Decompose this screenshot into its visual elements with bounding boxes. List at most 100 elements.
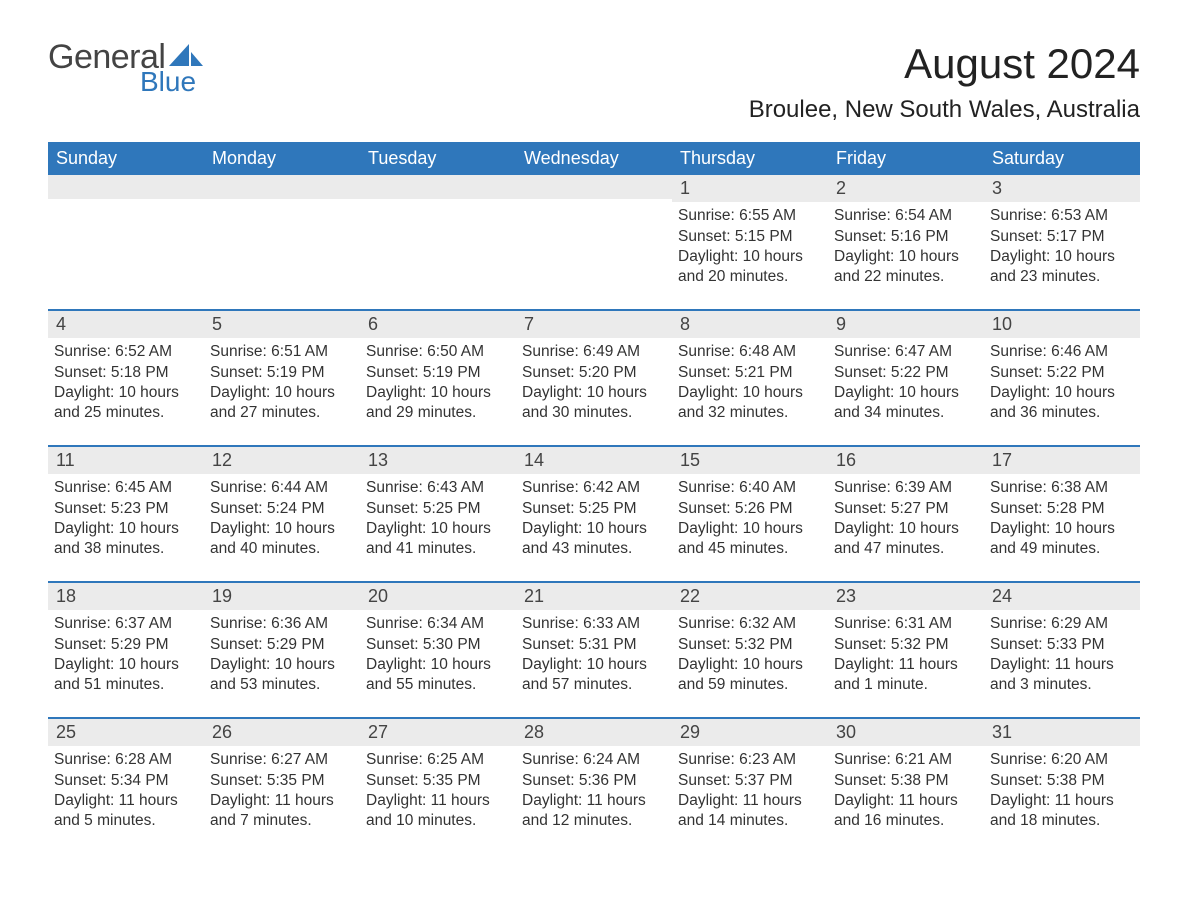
day-details: Sunrise: 6:36 AMSunset: 5:29 PMDaylight:… bbox=[210, 614, 354, 695]
sunset-text: Sunset: 5:27 PM bbox=[834, 499, 978, 519]
daylight-text: Daylight: 10 hours and 30 minutes. bbox=[522, 383, 666, 423]
sunrise-text: Sunrise: 6:45 AM bbox=[54, 478, 198, 498]
day-number: 4 bbox=[48, 311, 204, 338]
week-row: 1Sunrise: 6:55 AMSunset: 5:15 PMDaylight… bbox=[48, 175, 1140, 295]
day-cell: 31 Sunrise: 6:20 AMSunset: 5:38 PMDayligh… bbox=[984, 719, 1140, 839]
sunrise-text: Sunrise: 6:23 AM bbox=[678, 750, 822, 770]
daylight-text: Daylight: 10 hours and 51 minutes. bbox=[54, 655, 198, 695]
daylight-text: Daylight: 10 hours and 53 minutes. bbox=[210, 655, 354, 695]
daylight-text: Daylight: 10 hours and 27 minutes. bbox=[210, 383, 354, 423]
sunset-text: Sunset: 5:35 PM bbox=[366, 771, 510, 791]
day-cell: 7 Sunrise: 6:49 AMSunset: 5:20 PMDaylight… bbox=[516, 311, 672, 431]
day-details: Sunrise: 6:20 AMSunset: 5:38 PMDaylight:… bbox=[990, 750, 1134, 831]
day-details: Sunrise: 6:55 AMSunset: 5:15 PMDaylight:… bbox=[678, 206, 822, 287]
day-cell: 25Sunrise: 6:28 AMSunset: 5:34 PMDayligh… bbox=[48, 719, 204, 839]
logo-text-blue: Blue bbox=[140, 68, 196, 96]
day-number: 12 bbox=[204, 447, 360, 474]
day-cell: 3Sunrise: 6:53 AMSunset: 5:17 PMDaylight… bbox=[984, 175, 1140, 295]
logo: General Blue bbox=[48, 40, 203, 96]
month-title: August 2024 bbox=[749, 40, 1140, 88]
sunrise-text: Sunrise: 6:52 AM bbox=[54, 342, 198, 362]
day-cell: 22Sunrise: 6:32 AMSunset: 5:32 PMDayligh… bbox=[672, 583, 828, 703]
daylight-text: Daylight: 11 hours and 1 minute. bbox=[834, 655, 978, 695]
sunrise-text: Sunrise: 6:39 AM bbox=[834, 478, 978, 498]
day-number: 16 bbox=[828, 447, 984, 474]
day-details: Sunrise: 6:34 AMSunset: 5:30 PMDaylight:… bbox=[366, 614, 510, 695]
day-details: Sunrise: 6:50 AMSunset: 5:19 PMDaylight:… bbox=[366, 342, 510, 423]
day-cell: 10Sunrise: 6:46 AMSunset: 5:22 PMDayligh… bbox=[984, 311, 1140, 431]
day-cell bbox=[204, 175, 360, 295]
daylight-text: Daylight: 10 hours and 55 minutes. bbox=[366, 655, 510, 695]
day-number: 2 bbox=[828, 175, 984, 202]
sunrise-text: Sunrise: 6:51 AM bbox=[210, 342, 354, 362]
day-cell: 2Sunrise: 6:54 AMSunset: 5:16 PMDaylight… bbox=[828, 175, 984, 295]
day-details: Sunrise: 6:48 AMSunset: 5:21 PMDaylight:… bbox=[678, 342, 822, 423]
sunrise-text: Sunrise: 6:31 AM bbox=[834, 614, 978, 634]
day-number: 31 bbox=[984, 719, 1140, 746]
day-number: 23 bbox=[828, 583, 984, 610]
day-cell bbox=[48, 175, 204, 295]
sunset-text: Sunset: 5:32 PM bbox=[678, 635, 822, 655]
day-details: Sunrise: 6:32 AMSunset: 5:32 PMDaylight:… bbox=[678, 614, 822, 695]
day-number: 13 bbox=[360, 447, 516, 474]
sunset-text: Sunset: 5:38 PM bbox=[990, 771, 1134, 791]
day-cell: 16 Sunrise: 6:39 AMSunset: 5:27 PMDayligh… bbox=[828, 447, 984, 567]
sunset-text: Sunset: 5:16 PM bbox=[834, 227, 978, 247]
weekday-header: Saturday bbox=[984, 142, 1140, 175]
day-details: Sunrise: 6:23 AMSunset: 5:37 PMDaylight:… bbox=[678, 750, 822, 831]
day-number: 9 bbox=[828, 311, 984, 338]
daylight-text: Daylight: 10 hours and 36 minutes. bbox=[990, 383, 1134, 423]
daylight-text: Daylight: 10 hours and 20 minutes. bbox=[678, 247, 822, 287]
day-cell: 1Sunrise: 6:55 AMSunset: 5:15 PMDaylight… bbox=[672, 175, 828, 295]
day-number: 24 bbox=[984, 583, 1140, 610]
day-details: Sunrise: 6:53 AMSunset: 5:17 PMDaylight:… bbox=[990, 206, 1134, 287]
week-row: 4 Sunrise: 6:52 AMSunset: 5:18 PMDaylight… bbox=[48, 309, 1140, 431]
sunrise-text: Sunrise: 6:20 AM bbox=[990, 750, 1134, 770]
sunrise-text: Sunrise: 6:55 AM bbox=[678, 206, 822, 226]
sunrise-text: Sunrise: 6:24 AM bbox=[522, 750, 666, 770]
weeks-container: 1Sunrise: 6:55 AMSunset: 5:15 PMDaylight… bbox=[48, 175, 1140, 839]
day-details: Sunrise: 6:29 AMSunset: 5:33 PMDaylight:… bbox=[990, 614, 1134, 695]
day-number: 20 bbox=[360, 583, 516, 610]
sunrise-text: Sunrise: 6:36 AM bbox=[210, 614, 354, 634]
day-cell: 12Sunrise: 6:44 AMSunset: 5:24 PMDayligh… bbox=[204, 447, 360, 567]
calendar: SundayMondayTuesdayWednesdayThursdayFrid… bbox=[48, 142, 1140, 839]
day-details: Sunrise: 6:37 AMSunset: 5:29 PMDaylight:… bbox=[54, 614, 198, 695]
day-cell: 24 Sunrise: 6:29 AMSunset: 5:33 PMDayligh… bbox=[984, 583, 1140, 703]
daylight-text: Daylight: 11 hours and 12 minutes. bbox=[522, 791, 666, 831]
sunrise-text: Sunrise: 6:54 AM bbox=[834, 206, 978, 226]
day-number: 7 bbox=[516, 311, 672, 338]
daylight-text: Daylight: 10 hours and 59 minutes. bbox=[678, 655, 822, 695]
sunrise-text: Sunrise: 6:46 AM bbox=[990, 342, 1134, 362]
day-details: Sunrise: 6:52 AMSunset: 5:18 PMDaylight:… bbox=[54, 342, 198, 423]
weekday-header-row: SundayMondayTuesdayWednesdayThursdayFrid… bbox=[48, 142, 1140, 175]
day-details: Sunrise: 6:43 AMSunset: 5:25 PMDaylight:… bbox=[366, 478, 510, 559]
sunset-text: Sunset: 5:26 PM bbox=[678, 499, 822, 519]
day-cell: 21Sunrise: 6:33 AMSunset: 5:31 PMDayligh… bbox=[516, 583, 672, 703]
weekday-header: Wednesday bbox=[516, 142, 672, 175]
daylight-text: Daylight: 10 hours and 49 minutes. bbox=[990, 519, 1134, 559]
week-row: 18Sunrise: 6:37 AMSunset: 5:29 PMDayligh… bbox=[48, 581, 1140, 703]
day-details: Sunrise: 6:39 AMSunset: 5:27 PMDaylight:… bbox=[834, 478, 978, 559]
daylight-text: Daylight: 10 hours and 34 minutes. bbox=[834, 383, 978, 423]
day-cell: 29Sunrise: 6:23 AMSunset: 5:37 PMDayligh… bbox=[672, 719, 828, 839]
day-details: Sunrise: 6:49 AMSunset: 5:20 PMDaylight:… bbox=[522, 342, 666, 423]
day-number: 17 bbox=[984, 447, 1140, 474]
day-details: Sunrise: 6:38 AMSunset: 5:28 PMDaylight:… bbox=[990, 478, 1134, 559]
sunset-text: Sunset: 5:23 PM bbox=[54, 499, 198, 519]
weekday-header: Sunday bbox=[48, 142, 204, 175]
day-cell: 30Sunrise: 6:21 AMSunset: 5:38 PMDayligh… bbox=[828, 719, 984, 839]
header: General Blue August 2024 Broulee, New So… bbox=[48, 40, 1140, 124]
sunset-text: Sunset: 5:35 PM bbox=[210, 771, 354, 791]
sunrise-text: Sunrise: 6:42 AM bbox=[522, 478, 666, 498]
weekday-header: Tuesday bbox=[360, 142, 516, 175]
day-details: Sunrise: 6:45 AMSunset: 5:23 PMDaylight:… bbox=[54, 478, 198, 559]
day-cell: 23Sunrise: 6:31 AMSunset: 5:32 PMDayligh… bbox=[828, 583, 984, 703]
daylight-text: Daylight: 11 hours and 5 minutes. bbox=[54, 791, 198, 831]
day-cell: 19Sunrise: 6:36 AMSunset: 5:29 PMDayligh… bbox=[204, 583, 360, 703]
day-cell: 26Sunrise: 6:27 AMSunset: 5:35 PMDayligh… bbox=[204, 719, 360, 839]
day-details: Sunrise: 6:33 AMSunset: 5:31 PMDaylight:… bbox=[522, 614, 666, 695]
day-number: 11 bbox=[48, 447, 204, 474]
day-number bbox=[516, 175, 672, 199]
week-row: 11Sunrise: 6:45 AMSunset: 5:23 PMDayligh… bbox=[48, 445, 1140, 567]
